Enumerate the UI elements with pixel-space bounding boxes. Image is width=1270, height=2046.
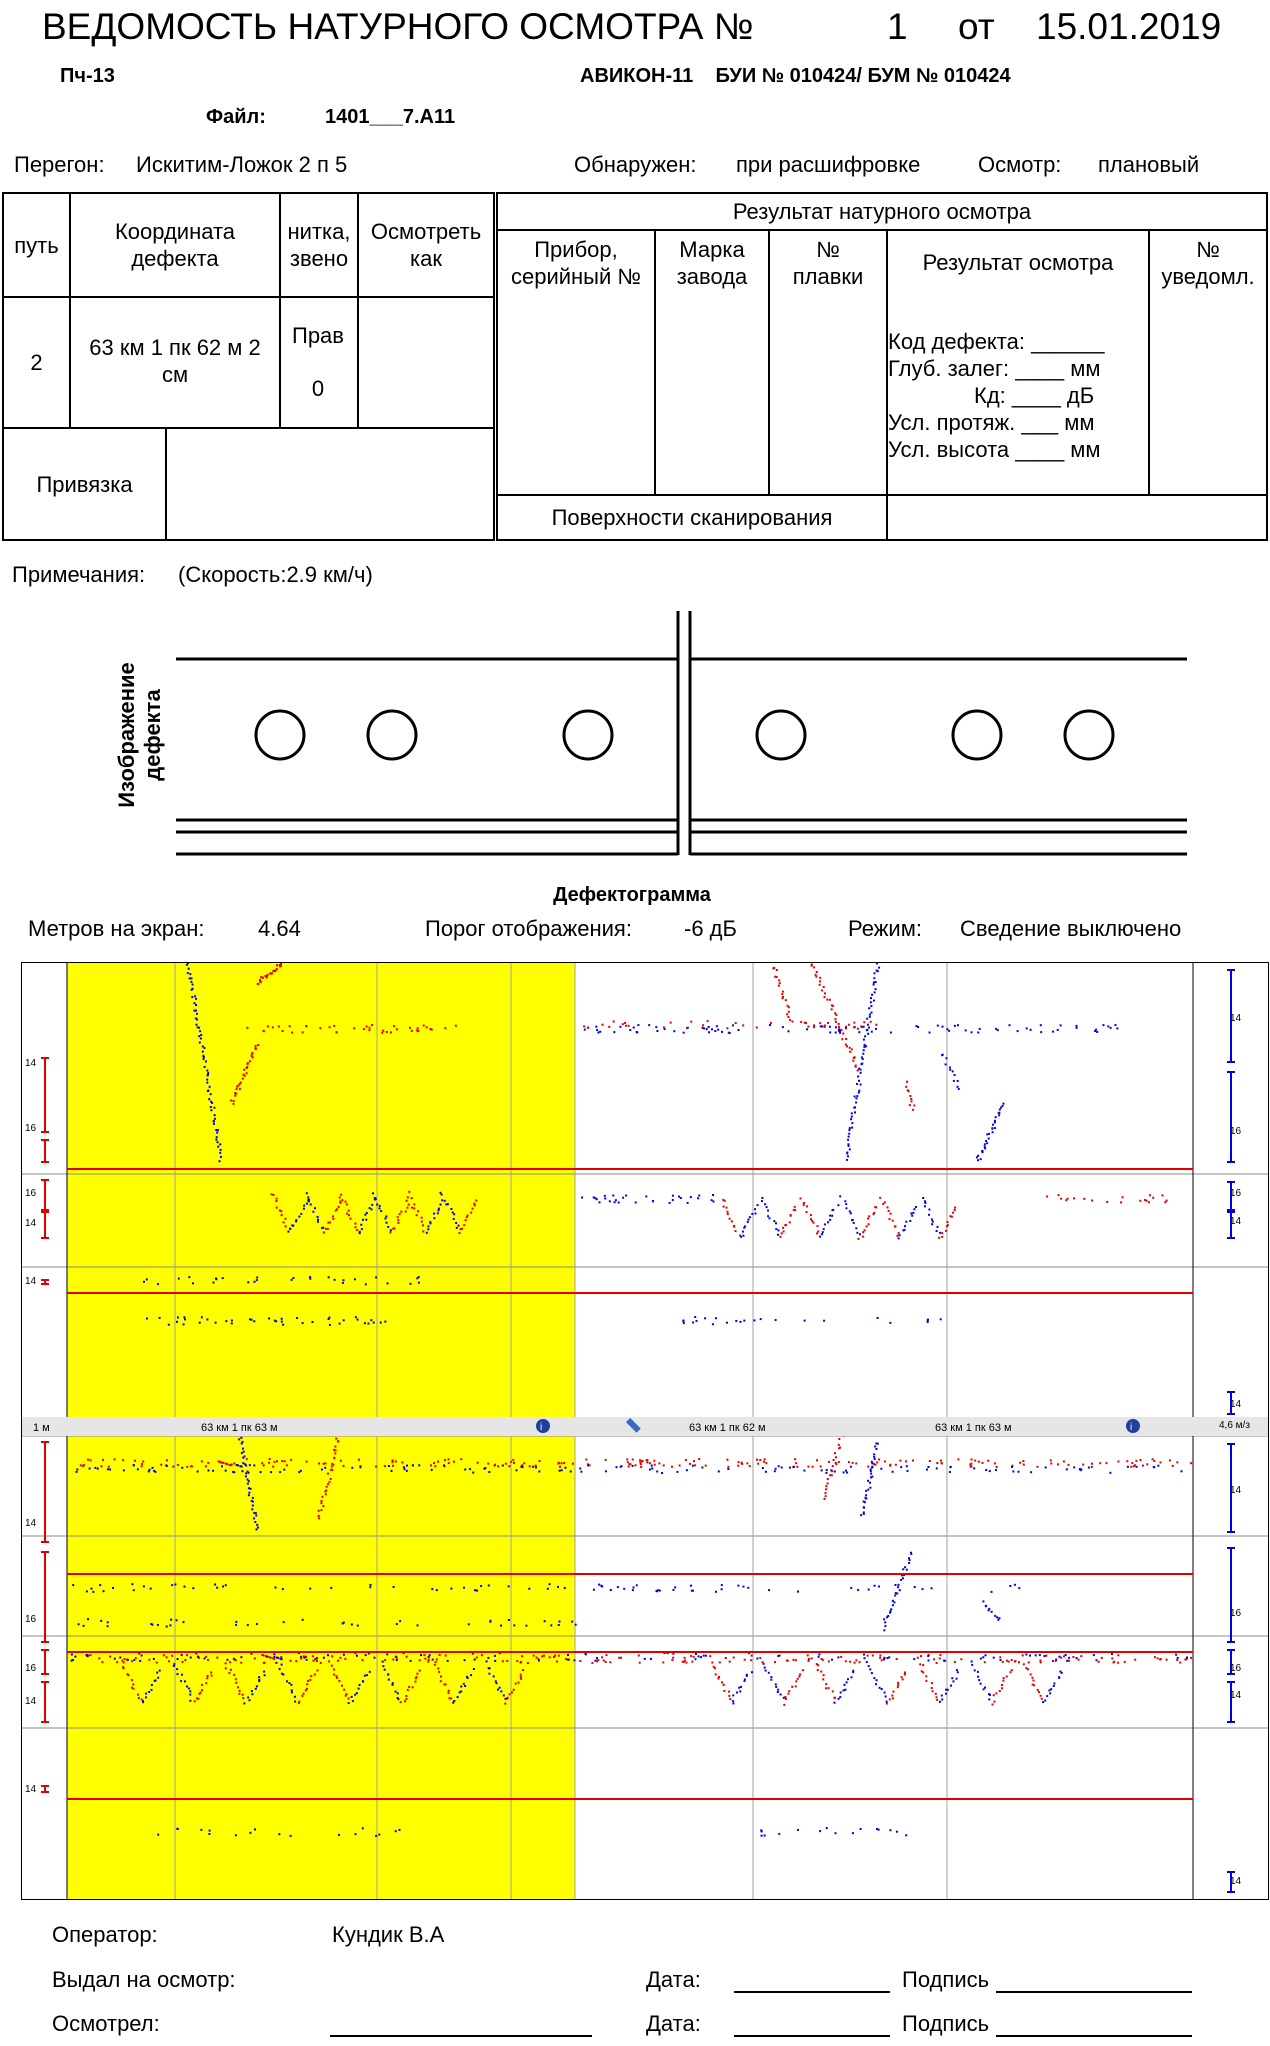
axis-label: 16 (25, 1614, 37, 1625)
defectogram-title: Дефектограмма (553, 884, 711, 906)
issued-sign-label: Подпись (902, 1967, 990, 1992)
axis-label: 14 (25, 1218, 37, 1229)
axis-label: 14 (1230, 1216, 1242, 1227)
document-title: ВЕДОМОСТЬ НАТУРНОГО ОСМОТРА № (42, 6, 754, 47)
notes-value: (Скорость:2.9 км/ч) (178, 562, 373, 587)
issued-date-label: Дата: (646, 1967, 701, 1992)
header-result-block: Результат натурного осмотра (732, 199, 1032, 224)
svg-text:i: i (1130, 1422, 1132, 1433)
inspected-name-field[interactable] (330, 2035, 592, 2037)
threshold-label: Порог отображения: (425, 916, 632, 941)
mode-value: Сведение выключено (960, 916, 1182, 941)
value-coordinate: 63 км 1 пк 62 м 2 см (89, 335, 261, 387)
from-label: от (958, 6, 995, 47)
axis-label: 16 (1230, 1126, 1242, 1137)
inspected-sign-label: Подпись (902, 2011, 990, 2036)
value-thread: Прав (292, 323, 344, 348)
header-inspect-as: Осмотреть как (370, 219, 482, 271)
issued-sign-field[interactable] (996, 1991, 1192, 1993)
detected-label: Обнаружен: (574, 152, 697, 177)
result-kd: Кд: ____ дБ (974, 383, 1095, 408)
file-label: Файл: (206, 106, 266, 128)
axis-label: 16 (1230, 1663, 1242, 1674)
highlight-region-top (67, 962, 575, 1417)
inspection-value: плановый (1098, 152, 1200, 177)
inspected-sign-field[interactable] (996, 2035, 1192, 2037)
header-track: путь (14, 232, 59, 258)
axis-label: 16 (1230, 1188, 1242, 1199)
file-name: 1401___7.A11 (325, 106, 456, 128)
header-thread: нитка, звено (287, 219, 351, 271)
result-height: Усл. высота ____ мм (888, 437, 1101, 462)
operator-value: Кундик В.А (332, 1922, 445, 1947)
axis-label: 16 (1230, 1608, 1242, 1619)
operator-label: Оператор: (52, 1922, 158, 1947)
info-icon[interactable]: i (1126, 1419, 1140, 1433)
axis-label: 14 (25, 1518, 37, 1529)
defectogram-canvas: 1 м 63 км 1 пк 63 м 63 км 1 пк 62 м 63 к… (21, 961, 1269, 1900)
coordinate-ruler (21, 1417, 1269, 1436)
axis-label: 16 (25, 1663, 37, 1674)
notes-label: Примечания: (12, 562, 146, 587)
ruler-speed: 4,6 м/з (1219, 1420, 1250, 1431)
pencil-icon[interactable] (625, 1417, 641, 1433)
issued-date-field[interactable] (734, 1991, 890, 1993)
document-date: 15.01.2019 (1036, 6, 1222, 47)
axis-label: 16 (25, 1188, 37, 1199)
meters-value: 4.64 (258, 916, 301, 941)
detected-value: при расшифровке (736, 152, 921, 177)
axis-label: 14 (1230, 1399, 1242, 1410)
header-brand: Марка завода (676, 236, 748, 289)
result-depth: Глуб. залег: ____ мм (888, 356, 1101, 381)
info-icon[interactable]: i (536, 1419, 550, 1433)
value-track: 2 (30, 350, 43, 375)
defectogram: 1 м 63 км 1 пк 63 м 63 км 1 пк 62 м 63 к… (21, 961, 1269, 1900)
axis-label: 14 (1230, 1013, 1242, 1024)
device-info: АВИКОН-11 БУИ № 010424/ БУМ № 010424 (580, 65, 1011, 87)
axis-label: 14 (1230, 1690, 1242, 1701)
scan-surfaces-label: Поверхности сканирования (551, 505, 833, 530)
ruler-label-1: 63 км 1 пк 63 м (201, 1422, 278, 1434)
header-result: Результат осмотра (922, 250, 1114, 275)
result-length: Усл. протяж. ___ мм (888, 410, 1095, 435)
axis-label: 14 (25, 1276, 37, 1287)
ruler-label-3: 63 км 1 пк 63 м (935, 1422, 1012, 1434)
axis-label: 16 (25, 1123, 37, 1134)
issued-label: Выдал на осмотр: (52, 1967, 236, 1992)
inspected-date-field[interactable] (734, 2035, 890, 2037)
header-coordinate: Координата дефекта (114, 219, 236, 271)
header-notice: № уведомл. (1161, 236, 1255, 289)
rail-joint-sketch (176, 611, 1187, 856)
peregon-value: Искитим-Ложок 2 п 5 (136, 152, 348, 177)
defect-image-label: Изображение дефекта (114, 662, 165, 808)
header-melt: № плавки (792, 236, 864, 289)
document-number: 1 (887, 6, 908, 47)
inspected-date-label: Дата: (646, 2011, 701, 2036)
value-link: 0 (311, 376, 325, 401)
axis-label: 14 (25, 1696, 37, 1707)
header-device: Прибор, серийный № (510, 236, 641, 289)
ruler-scale: 1 м (33, 1422, 50, 1434)
mode-label: Режим: (848, 916, 922, 941)
threshold-value: -6 дБ (684, 916, 737, 941)
result-defect-code: Код дефекта: ______ (888, 329, 1105, 354)
svg-text:i: i (540, 1422, 542, 1433)
axis-label: 14 (25, 1058, 37, 1069)
axis-label: 14 (1230, 1485, 1242, 1496)
peregon-label: Перегон: (14, 152, 105, 177)
meters-label: Метров на экран: (28, 916, 205, 941)
axis-label: 14 (25, 1784, 37, 1795)
inspected-label: Осмотрел: (52, 2011, 160, 2036)
pch-label: Пч-13 (60, 65, 115, 87)
ruler-label-2: 63 км 1 пк 62 м (689, 1422, 766, 1434)
axis-label: 14 (1230, 1876, 1242, 1887)
inspection-label: Осмотр: (978, 152, 1062, 177)
binding-label: Привязка (36, 471, 133, 497)
highlight-region-bottom (67, 1436, 575, 1900)
